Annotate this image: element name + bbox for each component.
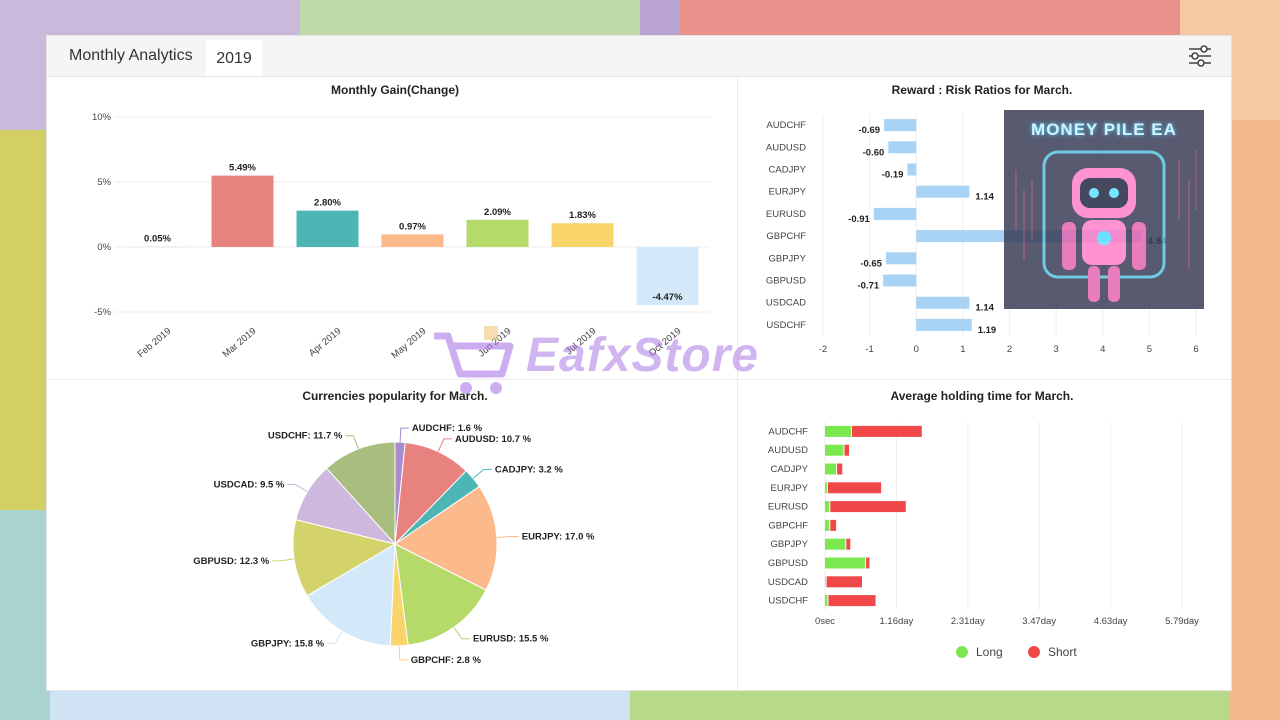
- horizontal-divider: [47, 379, 1231, 380]
- eafxstore-watermark: EafxStore: [526, 329, 760, 382]
- panel-title: Monthly Analytics: [69, 47, 193, 64]
- panel-header: Monthly Analytics 2019: [47, 36, 1231, 77]
- filter-settings-icon[interactable]: [1187, 44, 1213, 68]
- cart-icon: [430, 322, 520, 407]
- badge-title: MONEY PILE EA: [1031, 120, 1177, 139]
- vertical-divider: [737, 76, 738, 690]
- money-pile-ea-badge: MONEY PILE EA: [1004, 110, 1204, 309]
- tab-2019[interactable]: 2019: [206, 40, 262, 76]
